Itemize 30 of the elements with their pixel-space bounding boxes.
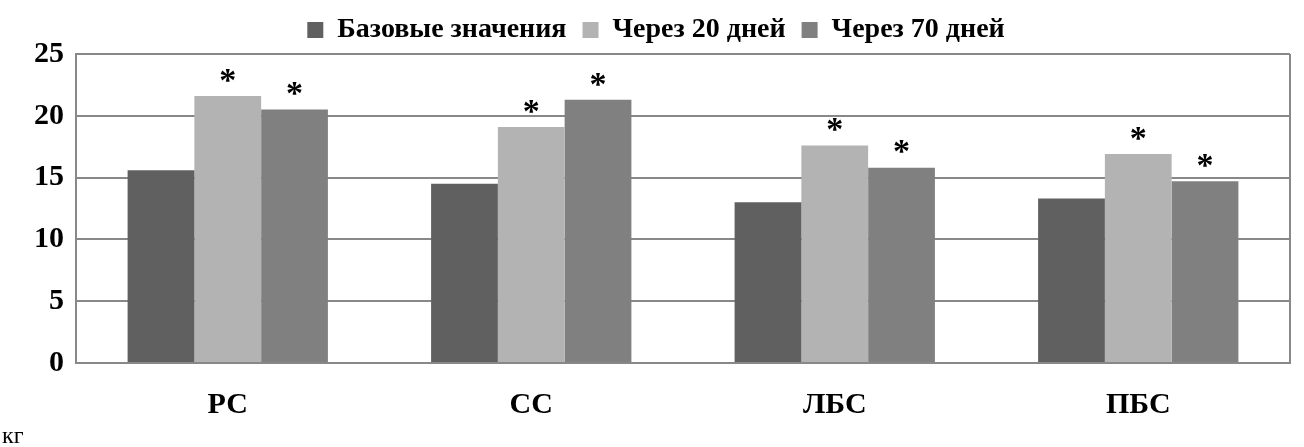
bar [1104,154,1172,362]
x-tick-label: РС [207,385,248,419]
annotation: * [219,60,237,98]
legend-label: Базовые значения [337,12,567,44]
annotation: * [893,132,911,170]
legend-label: Через 20 дней [612,12,786,44]
y-tick-label: 25 [34,34,64,68]
annotation: * [1196,146,1214,184]
annotation: * [589,64,607,102]
y-tick-label: 5 [49,281,64,315]
y-axis-title: кг [2,422,24,447]
x-tick-label: ЛБС [802,385,867,419]
annotation: * [1129,118,1147,156]
bar [801,145,869,362]
bar [127,170,195,362]
bar [1038,198,1105,362]
bar [194,96,262,362]
annotation: * [286,74,304,112]
y-tick-label: 15 [34,158,64,192]
annotation: * [826,110,844,148]
annotation: * [522,91,540,129]
x-tick-label: ПБС [1105,385,1171,419]
x-tick-label: СС [509,385,553,419]
y-tick-label: 20 [34,96,64,130]
bar [734,202,802,362]
y-tick-label: 10 [34,220,64,254]
y-tick-label: 0 [49,343,64,377]
bar [431,183,498,362]
legend-label: Через 70 дней [831,12,1005,44]
bar [497,126,565,362]
